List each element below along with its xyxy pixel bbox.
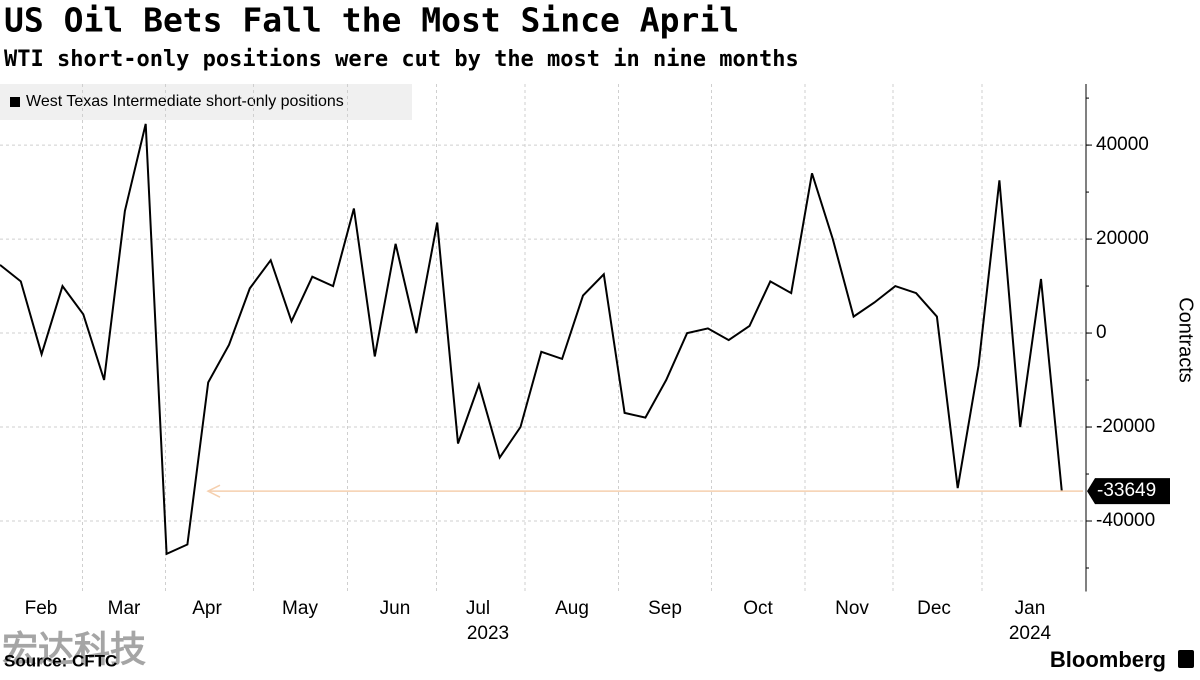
- y-tick-label: -40000: [1096, 510, 1155, 531]
- x-year-label: 2023: [467, 623, 509, 644]
- line-series: [0, 123, 1063, 556]
- chart-subtitle: WTI short-only positions were cut by the…: [4, 47, 799, 72]
- y-tick-label: 0: [1096, 322, 1107, 343]
- x-tick-label: Nov: [835, 598, 869, 619]
- source: Source: CFTC: [4, 651, 117, 670]
- x-tick-label: Jun: [380, 598, 411, 619]
- x-tick-label: Mar: [108, 598, 141, 619]
- x-tick-label: May: [282, 598, 318, 619]
- brand: Bloomberg: [1050, 647, 1166, 672]
- x-tick-label: Oct: [743, 598, 773, 619]
- chart-title: US Oil Bets Fall the Most Since April: [4, 1, 739, 40]
- value-label: -33649: [1097, 480, 1156, 501]
- x-tick-label: Aug: [555, 598, 589, 619]
- legend-label: West Texas Intermediate short-only posit…: [26, 93, 344, 110]
- brand-icon: [1178, 650, 1194, 668]
- x-tick-label: Dec: [917, 598, 951, 619]
- x-tick-label: Feb: [25, 598, 58, 619]
- x-tick-label: Apr: [192, 598, 222, 619]
- reference-arrow: [206, 484, 221, 498]
- y-axis-label: Contracts: [1175, 297, 1197, 383]
- y-tick-label: -20000: [1096, 416, 1155, 437]
- y-tick-label: 20000: [1096, 228, 1149, 249]
- value-badge: [1087, 478, 1170, 505]
- x-tick-label: Jul: [466, 598, 490, 619]
- x-tick-label: Sep: [648, 598, 682, 619]
- x-year-label: 2024: [1009, 623, 1052, 644]
- watermark: 宏达科技: [2, 629, 146, 670]
- legend-box: [0, 84, 412, 120]
- y-tick-label: 40000: [1096, 134, 1149, 155]
- x-tick-label: Jan: [1015, 598, 1046, 619]
- legend-swatch: [10, 97, 20, 107]
